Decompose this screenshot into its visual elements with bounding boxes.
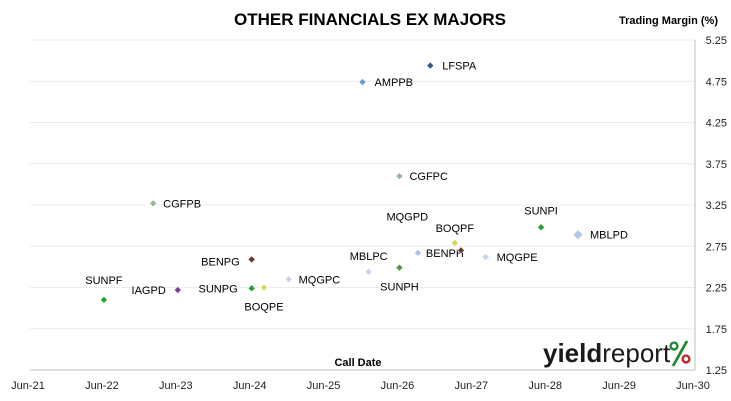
point-label-amppb: AMPPB	[375, 77, 414, 89]
x-tick-label: Jun-26	[381, 380, 415, 392]
point-label-boqpf: BOQPF	[436, 223, 475, 235]
point-label-mblpc: MBLPC	[350, 251, 388, 263]
svg-text:%: %	[0, 0, 1, 1]
y-tick-label: 4.25	[706, 118, 727, 130]
data-point-benph	[413, 248, 422, 257]
x-tick-label: Jun-22	[85, 380, 119, 392]
logo-percent-icon: %	[0, 0, 691, 367]
point-label-sunpf: SUNPF	[85, 275, 123, 287]
data-point-iagpd	[173, 285, 182, 294]
x-tick-label: Jun-30	[676, 380, 710, 392]
point-label-mblpd: MBLPD	[590, 230, 628, 242]
data-point-mblpc	[364, 267, 373, 276]
y-tick-label: 1.75	[706, 324, 727, 336]
data-point-boqpe	[259, 283, 269, 292]
data-point-cgfpb	[149, 199, 158, 208]
point-label-sunpg: SUNPG	[199, 283, 238, 295]
data-point-benpg	[247, 255, 256, 264]
data-point-sunpi	[537, 223, 546, 232]
x-tick-label: Jun-25	[307, 380, 341, 392]
point-label-mqgpe: MQGPE	[497, 252, 538, 264]
point-label-mqgpd: MQGPD	[386, 211, 428, 223]
y-tick-label: 5.25	[706, 35, 727, 47]
y-tick-labels: 1.25 1.75 2.25 2.75 3.25 3.75 4.25 4.75 5.25	[706, 35, 727, 377]
data-point-mqgpd	[456, 246, 466, 255]
point-label-cgfpc: CGFPC	[409, 171, 448, 183]
y-tick-label: 4.75	[706, 76, 727, 88]
point-label-cgfpb: CGFPB	[163, 198, 201, 210]
data-point-sunpg	[247, 284, 256, 293]
data-points: LFSPA AMPPB CGFPC CGFPB SUNPI MBLPD BOQPF BENPH…	[85, 61, 628, 314]
x-tick-labels: Jun-21 Jun-22 Jun-23 Jun-24 Jun-25 Jun-26 Jun-…	[11, 380, 710, 392]
logo-text-yield: yield	[543, 338, 602, 368]
chart-title: OTHER FINANCIALS EX MAJORS	[234, 10, 506, 29]
data-point-sunpf	[99, 295, 108, 304]
y-tick-label: 3.25	[706, 200, 727, 212]
x-tick-label: Jun-28	[528, 380, 562, 392]
x-tick-label: Jun-23	[159, 380, 193, 392]
point-label-benpg: BENPG	[201, 256, 240, 268]
point-label-lfspa: LFSPA	[442, 61, 477, 73]
gridlines	[30, 39, 695, 330]
point-label-sunpi: SUNPI	[524, 205, 558, 217]
svg-text:yieldreport: yieldreport	[543, 338, 671, 368]
x-tick-label: Jun-21	[11, 380, 45, 392]
y-tick-label: 2.25	[706, 283, 727, 295]
point-label-benph: BENPH	[426, 248, 464, 260]
x-tick-label: Jun-27	[455, 380, 489, 392]
data-point-boqpf	[450, 238, 459, 247]
data-point-sunph	[395, 263, 404, 272]
point-label-iagpd: IAGPD	[132, 285, 166, 297]
y-tick-label: 3.75	[706, 159, 727, 171]
x-tick-label: Jun-24	[233, 380, 267, 392]
yieldreport-logo: yieldreport %	[0, 0, 691, 368]
point-label-mqgpc: MQGPC	[299, 274, 341, 286]
x-axis-title: Call Date	[334, 357, 381, 369]
data-point-lfspa	[426, 61, 435, 70]
x-tick-label: Jun-29	[602, 380, 636, 392]
data-point-mblpd	[572, 229, 584, 241]
data-point-amppb	[358, 78, 367, 87]
y-tick-label: 1.25	[706, 365, 727, 377]
y-tick-label: 2.75	[706, 241, 727, 253]
y-axis-title: Trading Margin (%)	[619, 15, 718, 27]
data-point-mqgpc	[284, 275, 293, 284]
logo-text-report: report	[602, 338, 671, 368]
data-point-mqgpe	[481, 252, 490, 261]
point-label-sunph: SUNPH	[380, 282, 419, 294]
point-label-boqpe: BOQPE	[244, 302, 283, 314]
data-point-cgfpc	[395, 172, 404, 181]
